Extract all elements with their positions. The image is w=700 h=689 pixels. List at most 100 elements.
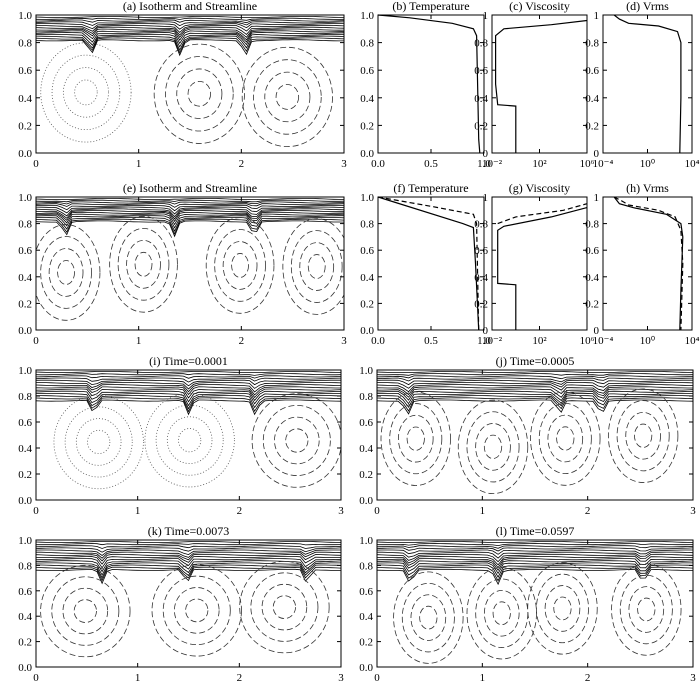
panel: (i) Time=0.0001 0 1 2 3 0.0 0.2 0.4 0.6 0.8 1.0: [18, 354, 344, 517]
y-tick-label: 1.0: [18, 535, 32, 547]
streamline: [165, 56, 234, 132]
isotherm: [36, 203, 344, 208]
panel-title: (f) Temperature: [393, 181, 468, 195]
frame: [376, 369, 694, 501]
x-tick-label: 10⁴: [685, 335, 700, 347]
frame: [35, 539, 342, 668]
streamline: [51, 54, 121, 131]
x-tick-label: 10⁻⁴: [593, 158, 614, 170]
x-tick-label: 10⁶: [580, 335, 595, 347]
streamline: [535, 573, 589, 644]
isotherm: [36, 26, 344, 36]
streamline: [275, 84, 300, 110]
y-tick-label: 0.0: [18, 325, 32, 337]
y-tick-label: 0.4: [585, 93, 599, 105]
streamline: [619, 574, 673, 645]
y-tick-label: 0: [483, 148, 489, 160]
panel: (h) Vrms 10⁻⁴ 10⁰ 10⁴ 0 0.2 0.4 0.6 0.8 1: [585, 181, 699, 347]
isotherm: [377, 545, 693, 549]
streamline: [282, 218, 344, 315]
x-tick-label: 10⁻²: [482, 335, 503, 347]
streamline: [40, 236, 92, 309]
frame: [377, 14, 485, 154]
y-tick-label: 0.4: [18, 443, 32, 455]
x-tick-label: 10⁶: [580, 158, 595, 170]
panel-title: (a) Isotherm and Streamline: [123, 0, 257, 13]
x-tick-label: 1.0: [477, 158, 491, 170]
y-tick-label: 0.8: [360, 38, 374, 50]
x-tick-label: 2: [585, 672, 591, 684]
streamline: [272, 595, 296, 619]
x-tick-label: 0: [33, 505, 39, 517]
x-tick-label: 1: [135, 672, 141, 684]
isotherm: [377, 392, 693, 405]
isotherm: [36, 30, 344, 41]
isotherm: [36, 210, 344, 220]
streamline: [264, 71, 311, 123]
panel-title: (d) Vrms: [626, 0, 669, 13]
x-tick-label: 1: [480, 505, 486, 517]
y-tick-label: 0.8: [18, 560, 32, 572]
y-tick-label: 0.4: [360, 93, 374, 105]
contours: [377, 541, 693, 664]
profile-line: [377, 196, 480, 331]
frame: [377, 196, 485, 331]
y-tick-label: 0.8: [359, 560, 373, 572]
y-tick-label: 1.0: [359, 365, 373, 377]
panel-title: (k) Time=0.0073: [148, 524, 229, 538]
isotherm: [377, 384, 693, 393]
isotherm: [377, 375, 693, 380]
x-tick-label: 1: [135, 505, 141, 517]
y-tick-label: 0.2: [360, 120, 374, 132]
streamline: [241, 46, 333, 148]
x-tick-label: 3: [690, 505, 696, 517]
x-tick-label: 0.5: [424, 335, 438, 347]
y-tick-label: 1: [594, 10, 600, 22]
isotherm: [377, 549, 693, 555]
y-tick-label: 1.0: [18, 192, 32, 204]
y-tick-label: 1.0: [18, 10, 32, 22]
y-tick-label: 0.8: [18, 38, 32, 50]
x-tick-label: 0: [33, 335, 39, 347]
x-tick-label: 0.0: [371, 335, 385, 347]
x-tick-label: 3: [341, 335, 347, 347]
y-tick-label: 0.8: [474, 219, 488, 231]
y-tick-label: 0.2: [360, 298, 374, 310]
streamline: [547, 414, 584, 463]
isotherm: [377, 566, 693, 582]
y-tick-label: 0.0: [18, 148, 32, 160]
isotherm: [36, 562, 341, 576]
isotherm: [36, 39, 344, 57]
isotherm: [377, 373, 693, 376]
y-tick-label: 0.2: [18, 298, 32, 310]
y-tick-label: 0: [594, 148, 600, 160]
isotherm: [36, 541, 341, 543]
y-tick-label: 0.6: [585, 65, 599, 77]
streamline: [40, 42, 132, 143]
streamline: [178, 428, 202, 453]
streamline: [162, 575, 231, 646]
x-tick-label: 1: [136, 335, 142, 347]
profile-line: [377, 14, 481, 154]
isotherm: [36, 215, 344, 229]
y-tick-label: 0.6: [474, 65, 488, 77]
x-tick-label: 0: [33, 158, 39, 170]
isotherm: [36, 377, 341, 383]
isotherm: [36, 199, 344, 203]
y-tick-label: 0.8: [474, 38, 488, 50]
streamline: [205, 217, 275, 314]
streamline: [253, 59, 322, 135]
streamline: [40, 564, 131, 658]
isotherm: [36, 206, 344, 215]
frame: [602, 196, 693, 331]
streamline: [166, 416, 213, 464]
isotherm: [36, 395, 341, 410]
y-tick-label: 0.6: [360, 245, 374, 257]
isotherm: [36, 371, 341, 373]
y-tick-label: 0.6: [360, 65, 374, 77]
y-tick-label: 1: [594, 192, 600, 204]
streamline: [117, 227, 170, 301]
isotherm: [377, 399, 693, 415]
x-tick-label: 0: [374, 505, 380, 517]
panel-title: (l) Time=0.0597: [496, 524, 575, 538]
